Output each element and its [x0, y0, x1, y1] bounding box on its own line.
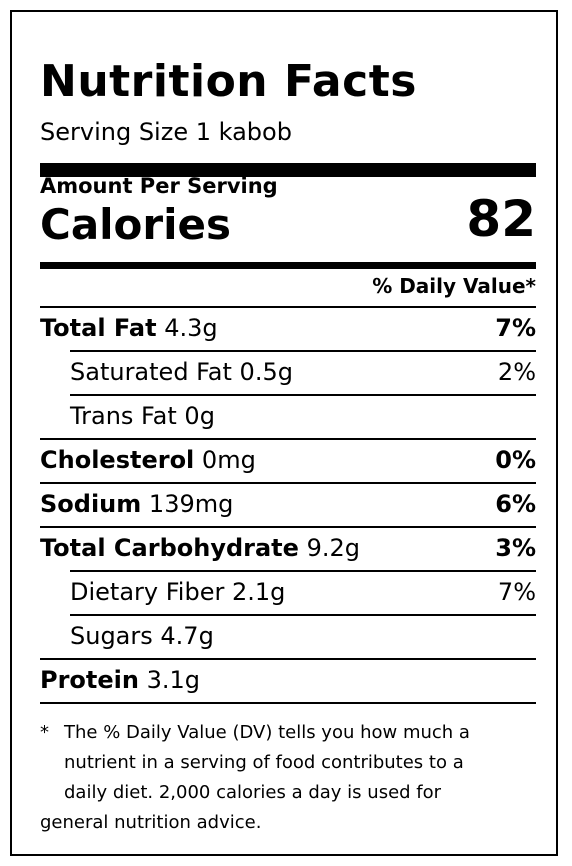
footnote-line: general nutrition advice. [40, 812, 262, 833]
nutrient-daily-value: 0% [495, 446, 536, 474]
calories-label: Calories [40, 200, 232, 249]
medium-divider [40, 262, 536, 269]
nutrient-row-protein: Protein 3.1g [40, 660, 536, 704]
nutrient-row-sodium: Sodium 139mg 6% [40, 484, 536, 528]
row-divider [40, 658, 536, 660]
thick-divider [40, 163, 536, 177]
nutrient-name: Total Fat 4.3g [40, 314, 218, 342]
row-divider [70, 614, 536, 616]
footnote-line: daily diet. 2,000 calories a day is used… [64, 782, 442, 803]
calories-value: 82 [466, 190, 536, 248]
footnote-line: * The % Daily Value (DV) tells you how mu… [40, 718, 536, 748]
nutrition-facts-label: Nutrition Facts Serving Size 1 kabob Amo… [10, 10, 558, 856]
nutrient-row-dietary-fiber: Dietary Fiber 2.1g 7% [40, 572, 536, 616]
nutrient-row-saturated-fat: Saturated Fat 0.5g 2% [40, 352, 536, 396]
nutrient-name: Dietary Fiber 2.1g [70, 578, 286, 606]
nutrient-name: Total Carbohydrate 9.2g [40, 534, 360, 562]
nutrient-row-total-fat: Total Fat 4.3g 7% [40, 308, 536, 352]
row-divider [70, 394, 536, 396]
row-divider [40, 482, 536, 484]
nutrient-daily-value: 7% [497, 578, 536, 606]
nutrient-name: Cholesterol 0mg [40, 446, 256, 474]
footnote-line: nutrient in a serving of food contribute… [64, 752, 464, 773]
nutrient-name: Sodium 139mg [40, 490, 234, 518]
nutrient-row-sugars: Sugars 4.7g [40, 616, 536, 660]
nutrient-name: Protein 3.1g [40, 666, 201, 694]
daily-value-header: % Daily Value* [372, 274, 536, 298]
row-divider [40, 526, 536, 528]
footnote-asterisk: * [40, 722, 49, 743]
serving-size: Serving Size 1 kabob [40, 118, 292, 146]
row-divider [70, 350, 536, 352]
row-divider [70, 570, 536, 572]
nutrient-daily-value: 2% [497, 358, 536, 386]
nutrient-row-cholesterol: Cholesterol 0mg 0% [40, 440, 536, 484]
label-title: Nutrition Facts [40, 56, 417, 107]
nutrient-row-trans-fat: Trans Fat 0g [40, 396, 536, 440]
nutrient-row-total-carbohydrate: Total Carbohydrate 9.2g 3% [40, 528, 536, 572]
nutrient-daily-value: 3% [495, 534, 536, 562]
nutrient-name: Saturated Fat 0.5g [70, 358, 293, 386]
row-divider [40, 702, 536, 704]
nutrient-daily-value: 6% [495, 490, 536, 518]
nutrient-name: Sugars 4.7g [70, 622, 214, 650]
nutrient-name: Trans Fat 0g [70, 402, 215, 430]
amount-per-serving: Amount Per Serving [40, 174, 278, 198]
footnote: * The % Daily Value (DV) tells you how mu… [40, 718, 536, 838]
row-divider [40, 438, 536, 440]
nutrient-daily-value: 7% [495, 314, 536, 342]
row-divider [40, 306, 536, 308]
